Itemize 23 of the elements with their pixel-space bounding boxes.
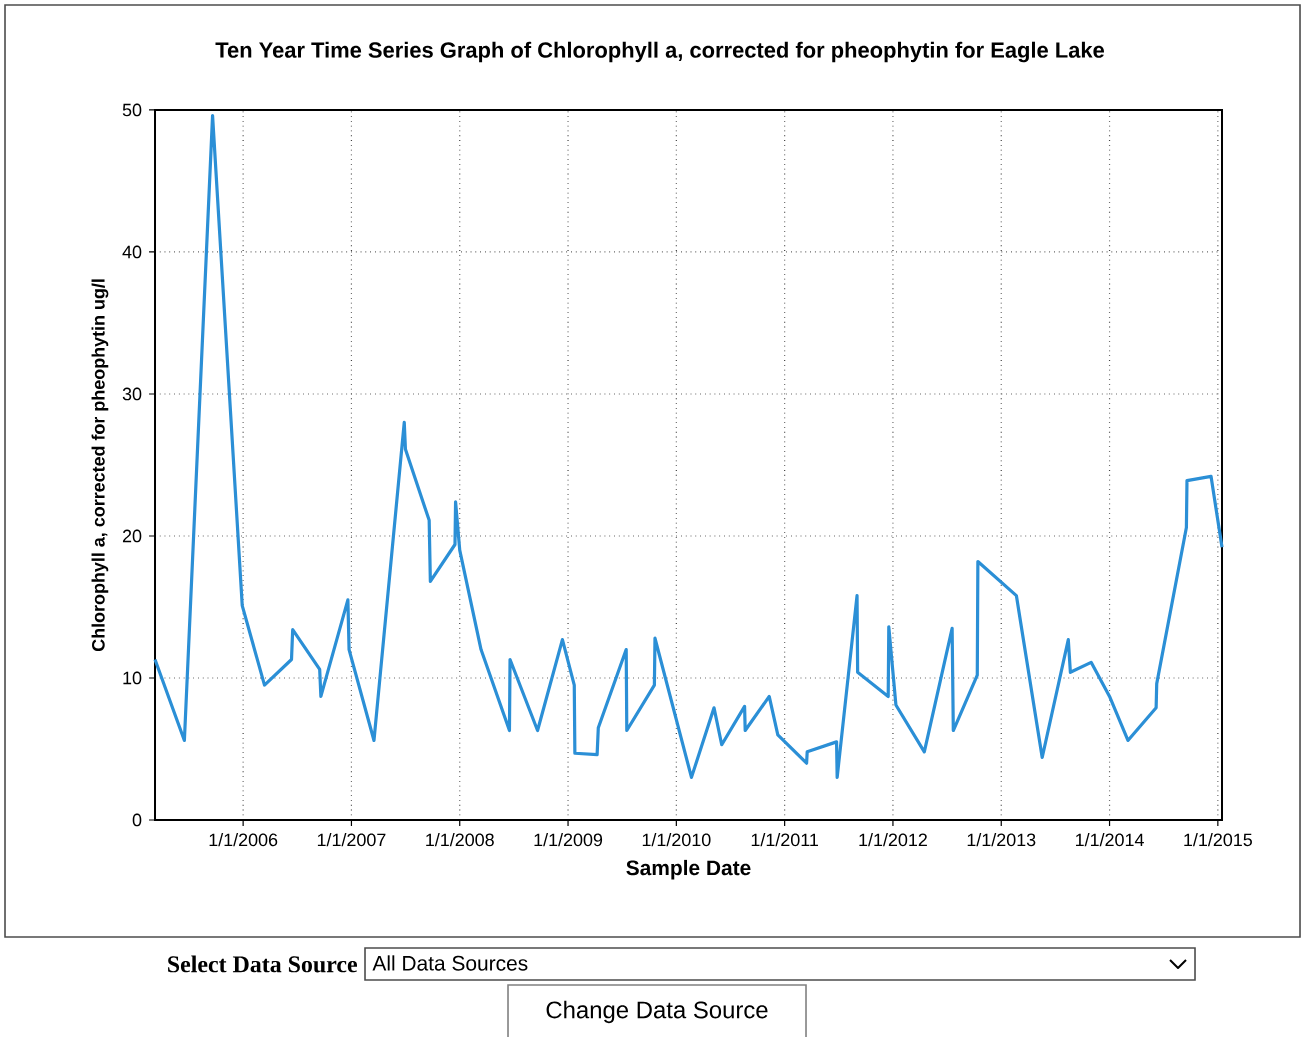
x-axis-title: Sample Date [626,859,751,880]
y-tick-label: 10 [123,671,142,685]
x-tick-label: 1/1/2006 [209,833,278,847]
x-tick-label: 1/1/2008 [426,833,494,847]
x-tick-label: 1/1/2015 [1184,833,1252,847]
text: All Data Sources [372,955,528,971]
x-tick-label: 1/1/2010 [642,833,711,847]
y-tick-label: 20 [122,529,142,543]
x-tick-label: 1/1/2014 [1076,833,1144,847]
text: Change Data Source [546,1000,768,1024]
x-tick-label: 1/1/2011 [751,833,818,847]
y-tick-label: 30 [122,387,142,401]
y-tick-label: 0 [132,813,142,827]
line-series [153,114,1224,779]
text: Select Data Source [168,955,358,973]
y-tick-label: 50 [122,103,142,117]
x-tick-label: 1/1/2012 [859,833,927,847]
y-tick-label: 40 [122,245,142,259]
x-tick-label: 1/1/2009 [534,833,603,847]
y-axis-title: Chlorophyll a, corrected for pheophytin ug/l [91,279,109,652]
x-tick-label: 1/1/2013 [967,833,1036,847]
x-tick-label: 1/1/2007 [317,833,386,847]
chart-title: Ten Year Time Series Graph of Chlorophyll a, corrected for pheophytin for Eagle Lake [215,41,1105,63]
